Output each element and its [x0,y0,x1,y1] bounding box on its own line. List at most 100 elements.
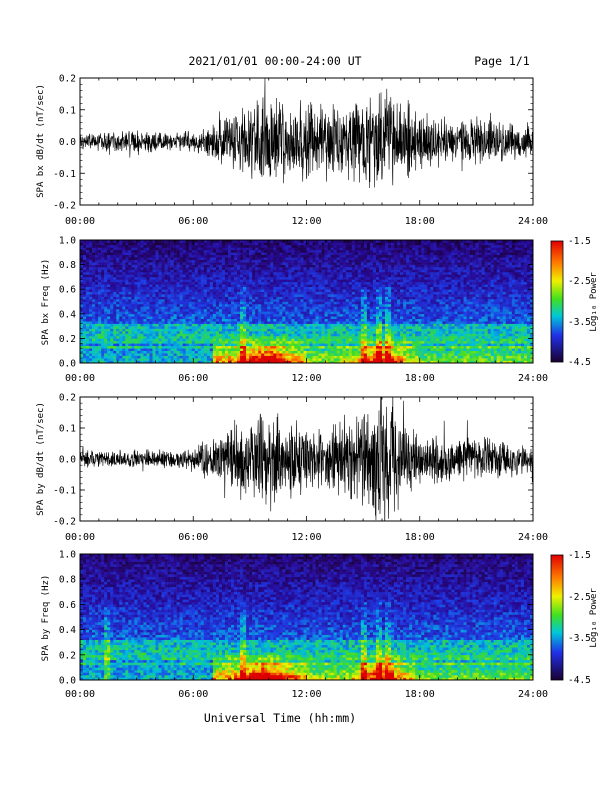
spectrogram-cell [92,242,96,246]
spectrogram-cell [234,340,238,344]
spectrogram-cell [357,240,362,243]
spectrogram-cell [203,264,208,268]
spectrogram-cell [297,301,301,305]
spectrogram-cell [237,316,241,320]
spectrogram-cell [164,303,168,307]
spectrogram-cell [89,316,93,320]
spectrogram-cell [158,286,162,290]
spectrogram-cell [173,294,177,297]
spectrogram-cell [182,252,186,256]
spectrogram-cell [318,348,322,351]
spectrogram-cell [234,284,238,288]
spectrogram-cell [303,321,307,324]
spectrogram-cell [116,286,120,290]
spectrogram-cell [206,269,211,273]
spectrogram-cell [161,269,165,273]
spectrogram-cell [240,333,244,337]
spectrogram-cell [297,306,301,310]
spectrogram-cell [128,340,132,344]
spectrogram-cell [240,257,244,260]
spectrogram-cell [182,358,186,361]
spectrogram-cell [176,318,180,322]
spectrogram-cell [179,338,183,342]
spectrogram-cell [231,303,235,307]
spectrogram-cell [80,271,84,275]
spectrogram-cell [92,252,96,256]
spectrogram-cell [336,271,341,275]
spectrogram-cell [227,262,232,265]
spectrogram-cell [258,244,262,248]
spectrogram-cell [330,247,334,251]
spectrogram-cell [221,262,226,265]
spectrogram-cell [357,321,362,324]
spectrogram-cell [188,303,193,307]
spectrogram-cell [104,264,108,268]
spectrogram-cell [200,340,205,344]
spectrogram-cell [173,306,177,310]
spectrogram-cell [209,271,214,275]
spectrogram-cell [354,271,359,275]
spectrogram-cell [227,303,232,307]
spectrogram-cell [267,350,271,354]
spectrogram-cell [246,294,250,297]
spectrogram-cell [134,358,138,361]
spectrogram-cell [92,244,96,248]
spectrogram-cell [282,328,286,332]
spectrogram-cell [218,254,223,258]
spectrogram-cell [221,281,226,285]
spectrogram-cell [237,269,241,273]
spectrogram-cell [345,345,350,349]
spectrogram-cell [363,308,368,312]
spectrogram-cell [161,331,165,334]
spectrogram-cell [369,296,374,300]
spectrogram-cell [267,259,271,263]
spectrogram-cell [372,299,377,302]
spectrogram-cell [282,318,286,322]
spectrogram-cell [131,343,135,347]
spectrogram-cell [131,321,135,324]
spectrogram-cell [119,291,123,295]
spectrogram-cell [137,242,141,246]
spectrogram-cell [194,360,199,364]
spectrogram-cell [234,279,238,283]
spectrogram-cell [101,350,105,354]
spectrogram-cell [194,281,199,285]
spectrogram-cell [203,249,208,253]
spectrogram-cell [282,281,286,285]
spectrogram-cell [179,274,183,278]
spectrogram-cell [252,247,256,251]
spectrogram-cell [152,267,156,270]
spectrogram-cell [98,360,102,364]
spectrogram-cell [173,303,177,307]
spectrogram-cell [264,355,268,359]
spectrogram-cell [218,318,223,322]
spectrogram-cell [315,240,319,243]
spectrogram-cell [279,358,283,361]
spectrogram-cell [131,276,135,280]
spectrogram-cell [173,311,177,315]
spectrogram-cell [89,331,93,334]
spectrogram-cell [119,289,123,292]
spectrogram-cell [134,267,138,270]
spectrogram-cell [252,289,256,292]
spectrogram-cell [167,249,171,253]
spectrogram-cell [152,331,156,334]
spectrogram-cell [167,328,171,332]
spectrogram-cell [185,306,190,310]
spectrogram-cell [294,299,298,302]
spectrogram-cell [237,326,241,329]
spectrogram-cell [131,301,135,305]
spectrogram-cell [194,350,199,354]
spectrogram-cell [366,335,371,339]
spectrogram-cell [212,335,217,339]
spectrogram-cell [366,294,371,297]
spectrogram-cell [116,296,120,300]
spectrogram-cell [258,318,262,322]
spectrogram-cell [137,338,141,342]
spectrogram-cell [227,247,232,251]
spectrogram-cell [140,247,144,251]
spectrogram-cell [125,343,129,347]
spectrogram-cell [161,289,165,292]
spectrogram-cell [143,313,147,317]
spectrogram-cell [185,240,190,243]
